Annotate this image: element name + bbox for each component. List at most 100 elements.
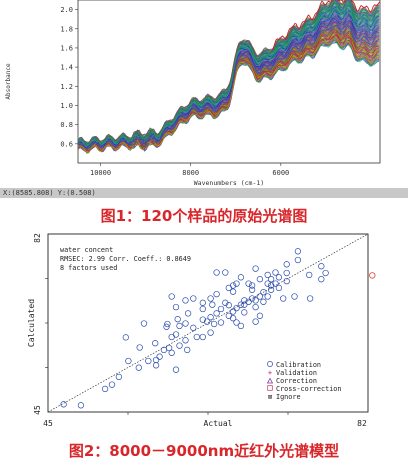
spectrum-line [78, 30, 380, 152]
calibration-point [229, 308, 237, 315]
calibration-point [199, 316, 206, 323]
spectrum-line [78, 37, 380, 153]
cursor-readout: X:(8585.808) Y:(0.508) [0, 188, 408, 198]
calibration-point [172, 366, 180, 373]
calibration-point [256, 276, 264, 283]
spectrum-line [78, 3, 380, 146]
calibration-point [272, 269, 279, 276]
calibration-point [233, 319, 240, 326]
calibration-point [256, 312, 264, 319]
calibration-point [248, 295, 256, 302]
calibration-point [264, 293, 271, 300]
calibration-point [217, 305, 225, 313]
spectrum-line [78, 24, 380, 149]
calibration-point [241, 297, 248, 304]
calibration-point [283, 277, 290, 285]
spectrum-line [78, 11, 380, 147]
legend-marker-calibration [267, 361, 273, 367]
calibration-point [237, 274, 245, 281]
calibration-point [213, 290, 220, 298]
calibration-point [233, 304, 240, 312]
calibration-point [252, 318, 259, 325]
calibration-point [256, 293, 264, 300]
calibration-point [136, 344, 143, 351]
calibration-point [294, 256, 302, 264]
calibration-point [125, 357, 132, 365]
calibration-point [222, 299, 229, 306]
legend-marker-correction [266, 377, 274, 384]
calibration-point [77, 402, 85, 409]
calibration-point [199, 305, 206, 313]
calibration-point [252, 265, 259, 272]
spectrum-line-highlight [271, 0, 380, 50]
calibration-point [190, 295, 197, 302]
calibration-point [60, 401, 67, 408]
calibration-point [260, 298, 267, 305]
calibration-point [275, 284, 283, 292]
calibration-point [207, 295, 214, 302]
y-axis-label: Absorbance [5, 63, 12, 100]
spectra-chart: Absorbance 2.0 1.8 1.6 1.4 1.2 1.0 0.8 0.6 10000 8… [5, 0, 381, 187]
calibration-point [241, 301, 248, 308]
calibration-point [184, 310, 192, 317]
calibration-point [248, 286, 256, 293]
calibration-point [291, 293, 298, 300]
y-tick-label: 0.6 [60, 140, 73, 148]
spectrum-line [78, 13, 380, 149]
y-tick-label: 1.8 [60, 25, 73, 33]
calibration-point [322, 269, 329, 277]
calibration-point [252, 297, 259, 304]
calibration-point [264, 271, 271, 279]
calibration-point [237, 301, 245, 308]
x-tick-label-min: 45 [43, 419, 53, 428]
calibration-point [318, 263, 325, 270]
calibration-point [176, 322, 183, 330]
y-tick-label: 1.4 [60, 64, 73, 72]
calibration-point [264, 280, 271, 287]
calibration-point [207, 329, 214, 336]
calibration-point [318, 276, 325, 283]
legend-label: Cross-correction [276, 385, 341, 393]
calibration-point [168, 349, 175, 356]
figure-1-caption: 图1：120个样品的原始光谱图 [100, 207, 308, 225]
calibration-point [122, 334, 129, 341]
calibration-point [203, 318, 211, 325]
calibration-point [199, 333, 206, 341]
calibration-point [207, 314, 214, 321]
calibration-point [164, 320, 171, 328]
calibration-point [174, 316, 181, 323]
x-axis-label: Wavenumbers (cm-1) [194, 179, 264, 187]
y-tick-label-max: 82 [33, 233, 42, 243]
calibration-point [229, 288, 237, 295]
legend-marker-cross-correction [267, 385, 273, 391]
calibration-point [199, 299, 206, 306]
calibration-point [156, 353, 163, 360]
calibration-point [209, 301, 216, 308]
calibration-point [306, 295, 314, 302]
identity-line [47, 233, 369, 413]
calibration-point [182, 337, 189, 344]
spectra-lines [78, 0, 380, 154]
x-tick-label: 10000 [90, 169, 111, 177]
calibration-point [294, 248, 302, 255]
legend-label: Ignore [276, 393, 301, 401]
calibration-point [280, 295, 287, 302]
calibration-point [306, 271, 313, 279]
spectra-figure: Absorbance 2.0 1.8 1.6 1.4 1.2 1.0 0.8 0.6 10000 8… [0, 0, 408, 198]
x-tick-label-max: 82 [357, 419, 367, 428]
calibration-point [267, 276, 275, 283]
legend-marker-validation: + [268, 369, 272, 377]
figure-2-caption: 图2：8000－9000nm近红外光谱模型 [68, 442, 340, 460]
calibration-point [233, 280, 240, 287]
calibration-point [245, 298, 252, 305]
legend-label: Correction [276, 377, 317, 385]
calibration-point [101, 385, 109, 393]
calibration-point [260, 289, 267, 296]
calibration-point [182, 297, 189, 304]
calibration-point [160, 346, 168, 354]
calibration-point [168, 293, 175, 300]
y-tick-label: 2.0 [60, 6, 73, 14]
calibration-point [210, 320, 218, 328]
calibration-point [213, 269, 220, 276]
